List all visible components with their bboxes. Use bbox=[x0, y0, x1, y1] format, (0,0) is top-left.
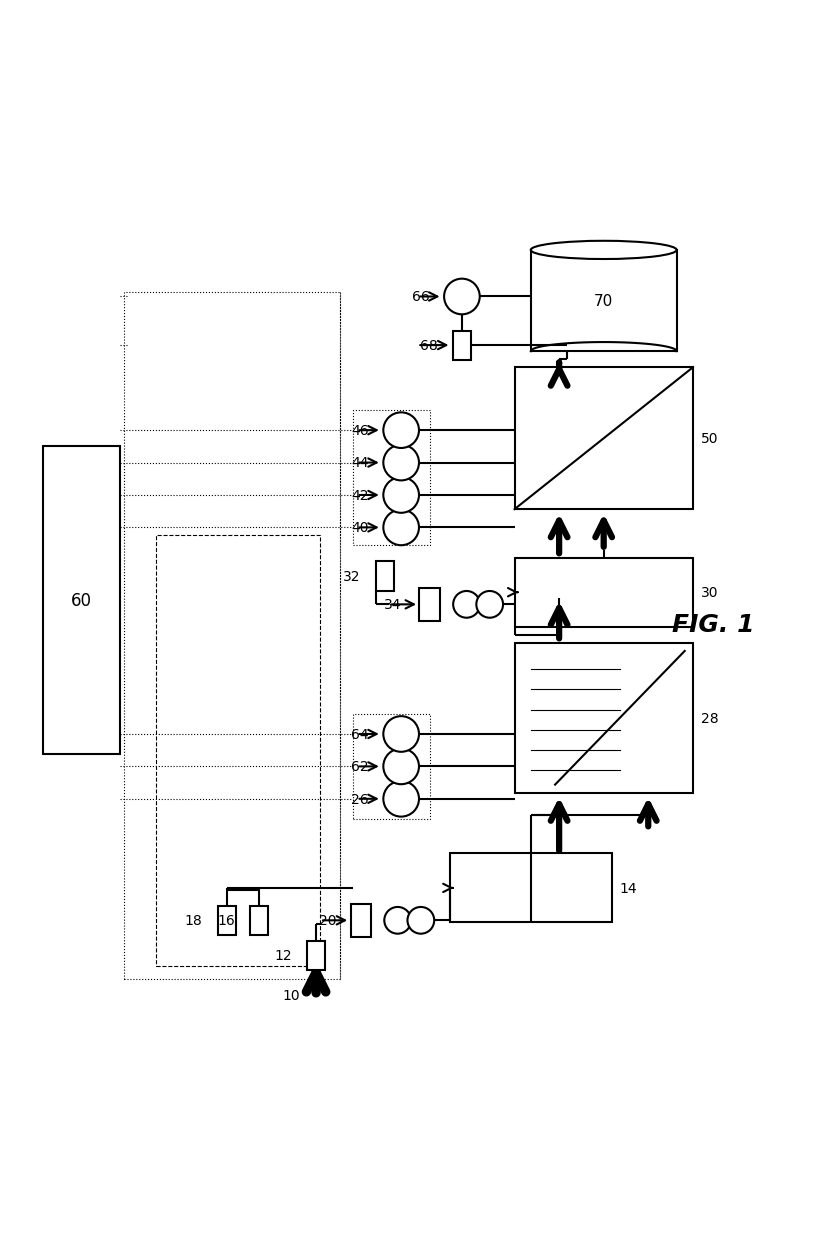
Bar bbox=[353, 714, 429, 819]
Text: 30: 30 bbox=[700, 585, 718, 600]
Bar bbox=[515, 368, 692, 510]
Ellipse shape bbox=[530, 241, 676, 260]
Bar bbox=[156, 536, 320, 966]
Circle shape bbox=[476, 591, 503, 618]
Text: 70: 70 bbox=[594, 294, 613, 309]
Text: 66: 66 bbox=[411, 290, 429, 304]
Text: 32: 32 bbox=[343, 570, 361, 584]
Text: 12: 12 bbox=[274, 949, 291, 962]
Circle shape bbox=[453, 591, 479, 618]
Text: 46: 46 bbox=[351, 424, 369, 438]
Circle shape bbox=[383, 412, 419, 449]
Bar bbox=[43, 446, 119, 755]
Text: 40: 40 bbox=[351, 521, 369, 535]
Text: 34: 34 bbox=[384, 598, 401, 611]
Text: 26: 26 bbox=[351, 792, 369, 806]
Text: 50: 50 bbox=[700, 431, 718, 446]
Bar bbox=[452, 331, 470, 360]
Text: 10: 10 bbox=[282, 989, 299, 1002]
Bar bbox=[530, 250, 676, 351]
Text: 18: 18 bbox=[185, 914, 203, 928]
Circle shape bbox=[383, 749, 419, 785]
Text: 14: 14 bbox=[619, 881, 637, 895]
Text: 64: 64 bbox=[351, 728, 369, 741]
Bar bbox=[353, 410, 429, 546]
Text: 20: 20 bbox=[319, 914, 336, 928]
Bar bbox=[218, 906, 236, 935]
Circle shape bbox=[444, 279, 479, 315]
Circle shape bbox=[383, 478, 419, 514]
Bar bbox=[307, 941, 325, 970]
Bar bbox=[250, 906, 268, 935]
Bar bbox=[419, 589, 439, 621]
Bar bbox=[515, 559, 692, 628]
Text: FIG. 1: FIG. 1 bbox=[672, 612, 754, 638]
Circle shape bbox=[384, 908, 411, 934]
Circle shape bbox=[383, 781, 419, 818]
Bar bbox=[449, 854, 611, 922]
Circle shape bbox=[383, 445, 419, 481]
Bar bbox=[375, 561, 393, 591]
Text: 60: 60 bbox=[70, 591, 92, 610]
Text: 42: 42 bbox=[351, 489, 369, 502]
Text: 28: 28 bbox=[700, 711, 718, 725]
Circle shape bbox=[383, 716, 419, 752]
Circle shape bbox=[383, 510, 419, 546]
Bar bbox=[124, 292, 340, 979]
Text: 16: 16 bbox=[218, 914, 235, 928]
Text: 68: 68 bbox=[420, 339, 438, 352]
Bar bbox=[350, 904, 371, 936]
Text: 62: 62 bbox=[351, 760, 369, 774]
Bar bbox=[515, 644, 692, 792]
Circle shape bbox=[407, 908, 434, 934]
Text: 44: 44 bbox=[351, 456, 369, 470]
